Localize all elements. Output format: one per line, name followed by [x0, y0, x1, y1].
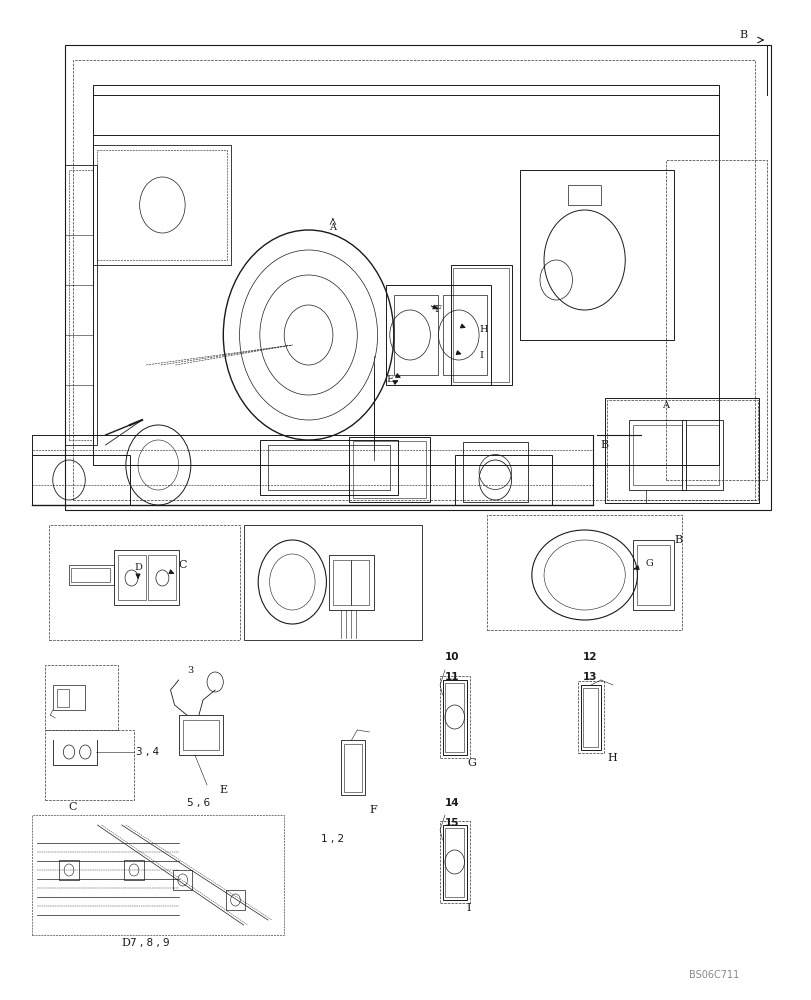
Bar	[178, 715, 223, 755]
Text: G: G	[645, 560, 653, 568]
Bar	[65, 165, 97, 445]
Bar	[685, 425, 718, 485]
Bar	[353, 441, 426, 498]
Bar	[665, 160, 766, 480]
Text: I: I	[466, 903, 471, 913]
Bar	[45, 665, 118, 730]
Text: 14: 14	[444, 798, 459, 808]
Bar	[519, 170, 673, 340]
Text: I: I	[478, 351, 483, 360]
Bar	[633, 540, 673, 610]
Bar	[73, 60, 754, 500]
Bar	[442, 295, 487, 375]
Text: E: E	[219, 785, 227, 795]
Bar	[93, 85, 718, 465]
Bar	[32, 455, 130, 505]
Bar	[93, 145, 231, 265]
Bar	[32, 450, 592, 485]
Bar	[65, 45, 770, 510]
Text: C: C	[69, 802, 77, 812]
Text: 1 , 2: 1 , 2	[321, 834, 344, 844]
Text: 11: 11	[444, 672, 459, 682]
Bar	[268, 445, 389, 490]
Bar	[333, 560, 350, 605]
Bar	[49, 525, 239, 640]
Text: F: F	[369, 805, 377, 815]
Bar	[118, 555, 146, 600]
Text: 12: 12	[582, 652, 597, 662]
Bar	[487, 515, 681, 630]
Bar	[440, 676, 470, 758]
Bar	[45, 730, 134, 800]
Bar	[580, 685, 600, 750]
Bar	[69, 565, 114, 585]
Bar	[344, 744, 362, 792]
Bar	[93, 95, 718, 135]
Bar	[442, 825, 466, 900]
Text: 13: 13	[582, 672, 597, 682]
Bar	[328, 555, 373, 610]
Bar	[607, 400, 757, 500]
Bar	[57, 689, 69, 707]
Bar	[454, 455, 551, 505]
Bar	[604, 398, 758, 503]
Bar	[349, 437, 430, 502]
Bar	[114, 550, 178, 605]
Text: D: D	[122, 938, 130, 948]
Bar	[444, 683, 464, 752]
Text: 15: 15	[444, 818, 459, 828]
Text: A: A	[662, 401, 668, 410]
Bar	[637, 545, 669, 605]
Bar	[440, 821, 470, 903]
Bar	[629, 420, 685, 490]
Bar	[71, 568, 110, 582]
Text: C: C	[178, 560, 187, 570]
Bar	[260, 440, 397, 495]
Bar	[182, 720, 219, 750]
Bar	[173, 870, 192, 890]
Bar	[453, 268, 508, 382]
Text: 7 , 8 , 9: 7 , 8 , 9	[131, 938, 169, 948]
Text: F: F	[434, 306, 440, 314]
Bar	[350, 560, 368, 605]
Bar	[225, 890, 245, 910]
Bar	[568, 185, 600, 205]
Text: BS06C711: BS06C711	[689, 970, 739, 980]
Text: E: E	[386, 375, 393, 384]
Bar	[393, 295, 438, 375]
Text: H: H	[478, 326, 487, 334]
Bar	[681, 420, 722, 490]
Bar	[32, 815, 284, 935]
Bar	[450, 265, 511, 385]
Bar	[582, 688, 598, 747]
Bar	[442, 680, 466, 755]
Bar	[243, 525, 422, 640]
Text: B: B	[600, 440, 608, 450]
Text: G: G	[466, 758, 475, 768]
Text: 3: 3	[187, 666, 194, 675]
Bar	[148, 555, 176, 600]
Bar	[59, 860, 79, 880]
Bar	[97, 150, 227, 260]
Text: A: A	[329, 223, 336, 232]
Text: 3 , 4: 3 , 4	[136, 747, 159, 757]
Bar	[53, 685, 85, 710]
Bar	[124, 860, 144, 880]
Text: B: B	[738, 30, 746, 40]
Text: 10: 10	[444, 652, 459, 662]
Text: D: D	[134, 564, 142, 572]
Text: B: B	[673, 535, 681, 545]
Bar	[341, 740, 365, 795]
Text: 5 , 6: 5 , 6	[187, 798, 210, 808]
Bar	[32, 435, 592, 505]
Text: H: H	[607, 753, 616, 763]
Bar	[462, 442, 527, 502]
Bar	[633, 425, 681, 485]
Bar	[444, 828, 464, 897]
Bar	[385, 285, 491, 385]
Bar	[69, 170, 93, 440]
Bar	[577, 681, 603, 753]
